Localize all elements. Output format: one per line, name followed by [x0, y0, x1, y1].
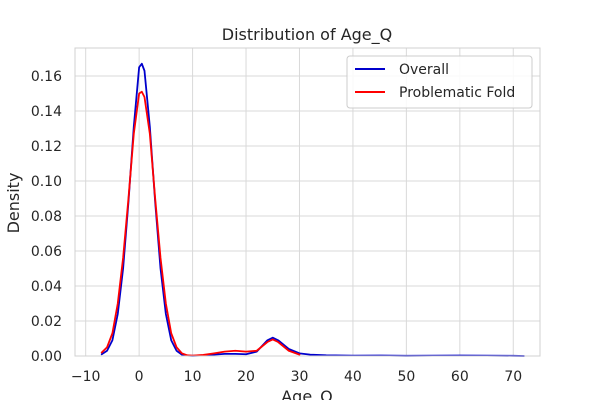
x-tick-label: 50 [397, 369, 415, 385]
x-tick-label: 30 [291, 369, 309, 385]
y-tick-label: 0.08 [31, 209, 62, 225]
chart-title: Distribution of Age_Q [222, 25, 392, 45]
x-tick-label: 70 [504, 369, 522, 385]
x-tick-label: 20 [237, 369, 255, 385]
y-tick-label: 0.12 [31, 139, 62, 155]
y-axis-label: Density [4, 173, 23, 234]
y-tick-label: 0.04 [31, 279, 62, 295]
legend-label-problematic-fold: Problematic Fold [399, 85, 515, 101]
x-tick-label: 10 [184, 369, 202, 385]
legend: Overall Problematic Fold [346, 55, 533, 109]
y-tick-label: 0.06 [31, 244, 62, 260]
y-tick-label: 0.02 [31, 314, 62, 330]
x-tick-label: 60 [451, 369, 469, 385]
plot-frame [74, 47, 541, 357]
legend-box [346, 55, 533, 109]
series-line-problematic-fold [100, 90, 301, 357]
y-tick-label: 0.10 [31, 174, 62, 190]
legend-label-overall: Overall [399, 62, 449, 78]
tick-labels: −10 0 10 20 30 40 50 60 70 0.00 0.02 0.04 0.06 0.08 0.… [31, 69, 522, 385]
x-tick-label: 0 [135, 369, 144, 385]
x-tick-label: 40 [344, 369, 362, 385]
y-tick-label: 0.16 [31, 69, 62, 85]
x-tick-label: −10 [71, 369, 101, 385]
y-tick-label: 0.14 [31, 104, 62, 120]
y-tick-label: 0.00 [31, 349, 62, 365]
x-axis-label: Age_Q [281, 387, 333, 400]
